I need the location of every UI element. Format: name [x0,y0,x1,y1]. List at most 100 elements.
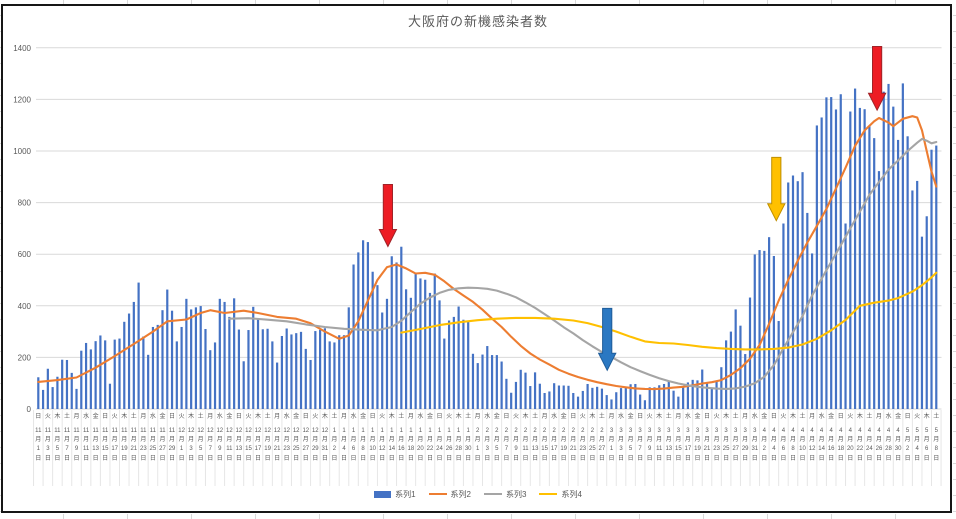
bar[interactable] [347,307,350,409]
bar[interactable] [682,386,685,409]
bar[interactable] [433,273,436,409]
bar[interactable] [338,335,341,409]
bar[interactable] [734,309,737,409]
bar[interactable] [748,297,752,409]
blue-arrow-march[interactable] [597,307,617,372]
bar[interactable] [481,354,484,409]
bar[interactable] [185,298,188,409]
bar[interactable] [801,172,804,409]
line-series-2[interactable] [37,115,938,391]
bar[interactable] [562,385,565,409]
bar[interactable] [204,329,207,409]
bar[interactable] [567,385,570,409]
bar[interactable] [648,387,651,409]
line-series-3[interactable] [228,137,938,390]
bar[interactable] [610,399,613,409]
bar[interactable] [51,387,54,409]
bar[interactable] [853,88,857,409]
bar[interactable] [672,390,675,409]
bar[interactable] [352,264,355,409]
bar[interactable] [94,341,97,409]
red-arrow-january[interactable] [378,184,398,248]
bar[interactable] [916,180,919,409]
bar[interactable] [132,301,135,409]
bar[interactable] [424,279,427,409]
bar[interactable] [237,329,241,409]
bar[interactable] [715,380,718,409]
bar[interactable] [815,125,818,410]
bar[interactable] [213,342,217,409]
bar[interactable] [223,301,226,409]
bar[interactable] [61,359,64,409]
bar[interactable] [295,333,298,409]
bar[interactable] [75,388,78,409]
bar[interactable] [605,395,608,409]
bar[interactable] [729,331,732,409]
bar[interactable] [519,369,522,409]
legend-item[interactable]: 系列4 [539,489,582,500]
bar[interactable] [576,396,580,409]
bar[interactable] [285,328,288,410]
bar[interactable] [409,297,412,409]
bar[interactable] [428,292,432,409]
bar[interactable] [600,388,604,409]
bar[interactable] [634,383,637,409]
bar[interactable] [758,250,761,409]
bar[interactable] [304,348,307,409]
yellow-arrow-april[interactable] [766,156,786,222]
bar[interactable] [371,271,374,409]
bar[interactable] [858,107,861,409]
bar[interactable] [271,341,274,409]
bar[interactable] [266,328,269,409]
bar[interactable] [404,289,408,409]
bar[interactable] [65,359,69,409]
bar[interactable] [553,383,556,409]
bar[interactable] [500,361,503,409]
bar[interactable] [586,383,589,409]
bar[interactable] [629,384,632,409]
bar[interactable] [763,250,766,409]
bar[interactable] [84,342,88,409]
bar[interactable] [46,368,49,409]
bar[interactable] [615,392,618,409]
bar[interactable] [533,372,537,409]
bar[interactable] [782,223,785,410]
bar[interactable] [323,328,326,409]
bar[interactable] [777,321,780,409]
bar[interactable] [572,393,575,409]
bar[interactable] [261,329,264,409]
bar[interactable] [137,282,140,409]
bar[interactable] [462,319,465,409]
bar[interactable] [643,400,647,409]
bar[interactable] [252,306,255,409]
bar[interactable] [218,298,221,409]
bar[interactable] [328,341,331,409]
bar[interactable] [696,380,699,409]
bar[interactable] [925,216,928,409]
bar[interactable] [123,321,126,409]
spreadsheet-cells-top[interactable] [0,0,956,4]
bar[interactable] [199,306,202,409]
bar[interactable] [935,145,938,409]
bar[interactable] [581,390,584,409]
bar[interactable] [443,338,446,409]
bar[interactable] [414,273,417,409]
bar[interactable] [825,97,828,409]
bar[interactable] [80,350,83,409]
bar[interactable] [357,252,360,409]
bar[interactable] [791,175,795,409]
bar[interactable] [467,321,470,409]
bar[interactable] [190,309,193,409]
legend-item[interactable]: 系列3 [484,489,526,500]
bar[interactable] [395,262,398,409]
bar[interactable] [596,386,599,409]
bar[interactable] [624,387,627,409]
bar[interactable] [844,223,847,410]
bar[interactable] [882,91,885,409]
bar[interactable] [104,340,107,409]
bar[interactable] [543,393,546,409]
bar[interactable] [514,381,518,409]
bar[interactable] [280,335,283,409]
bar[interactable] [930,149,933,409]
bar[interactable] [314,331,317,409]
